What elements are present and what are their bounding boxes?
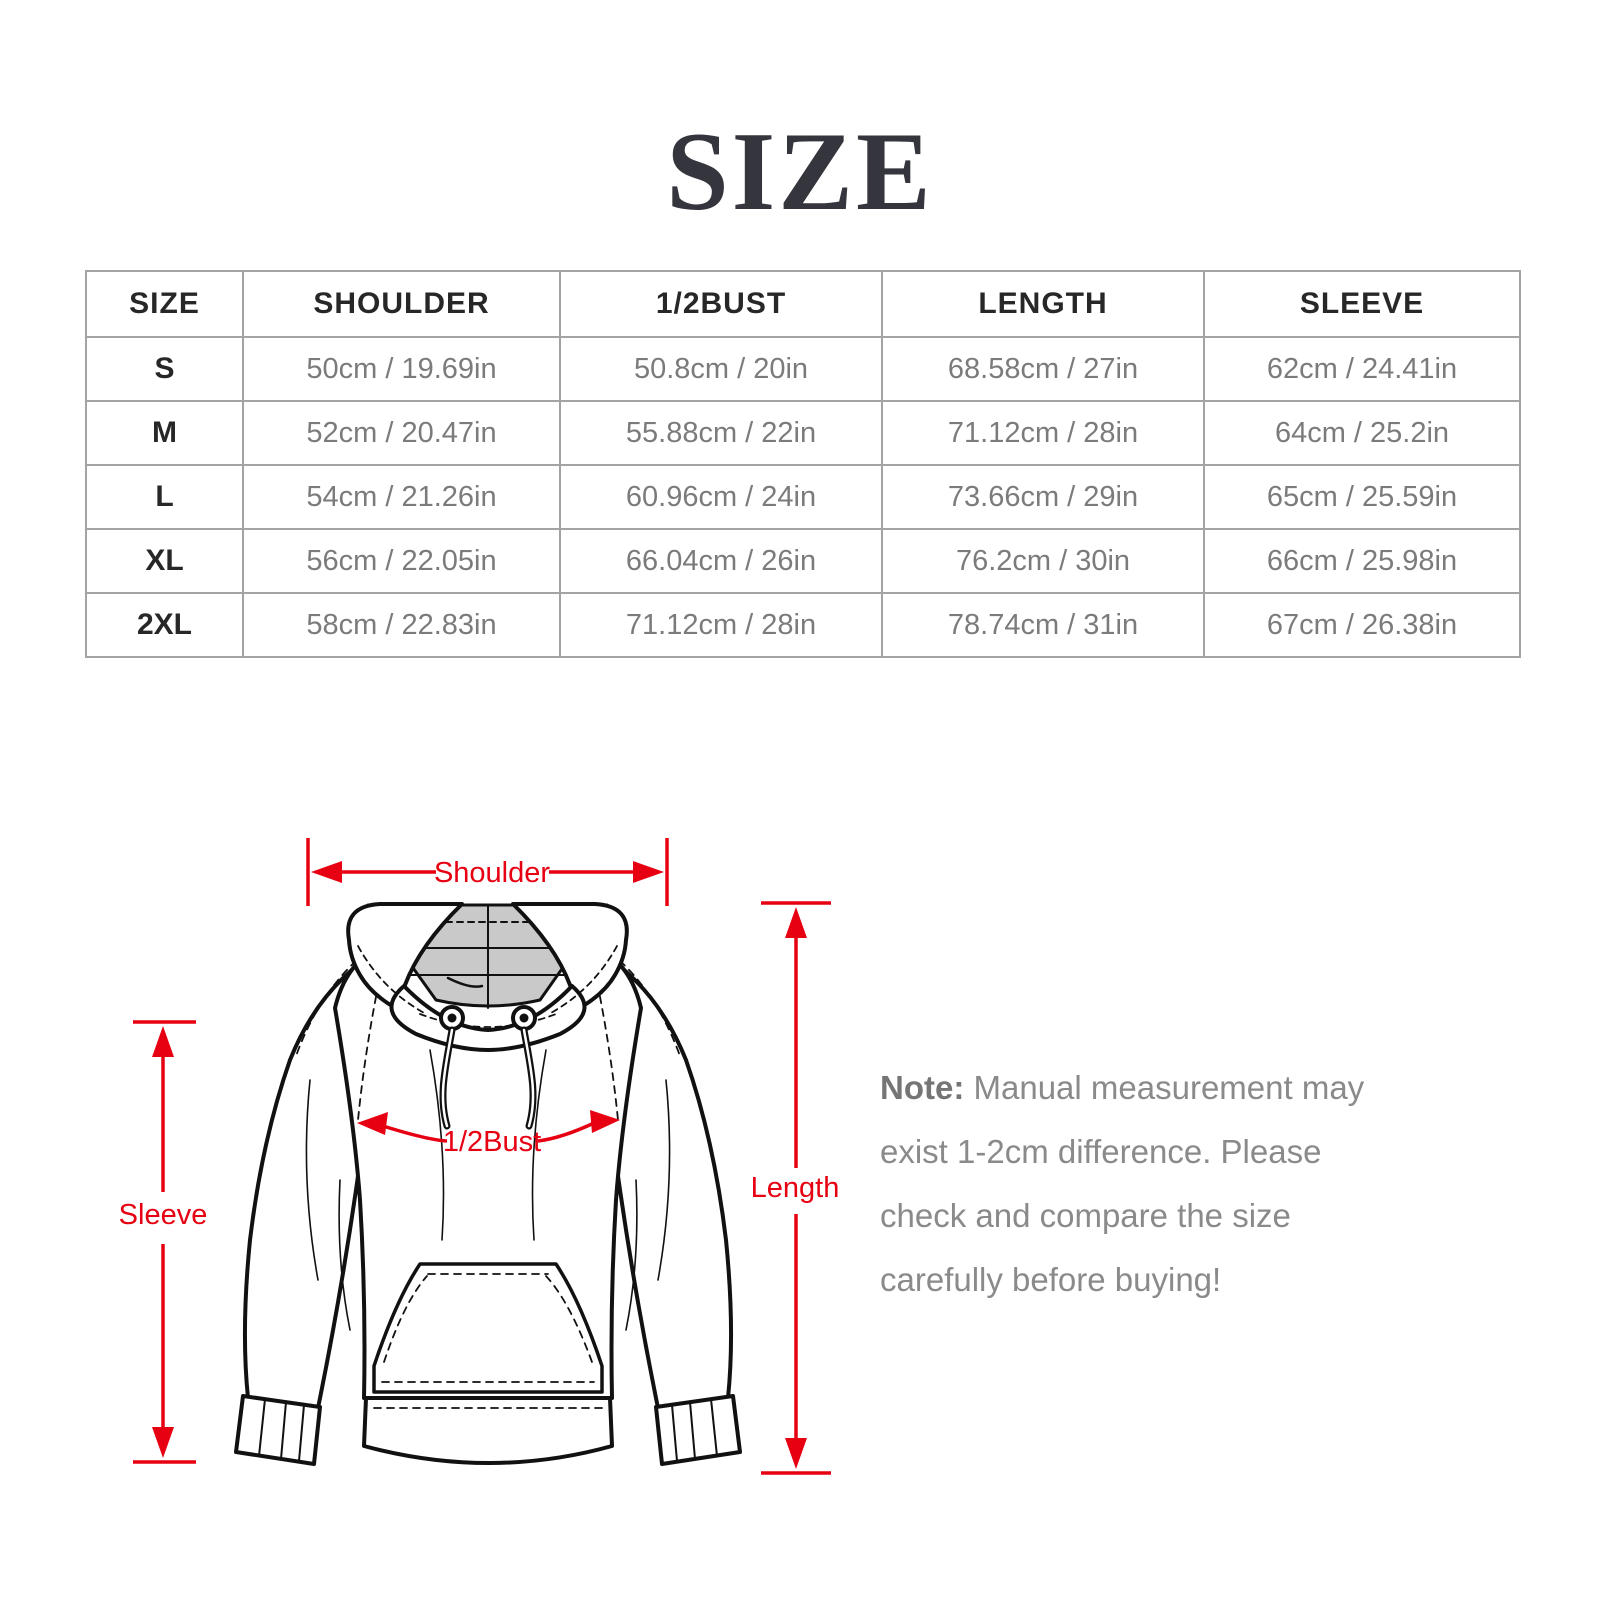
column-header-sleeve: SLEEVE <box>1203 270 1521 338</box>
shoulder-cell: 56cm / 22.05in <box>242 528 561 594</box>
measurement-arrows: Shoulder Sleeve 1/2Bust Length <box>119 838 840 1475</box>
size-cell: 2XL <box>85 592 244 658</box>
bust-cell: 55.88cm / 22in <box>559 400 883 466</box>
shoulder-cell: 54cm / 21.26in <box>242 464 561 530</box>
note-line: Note: Manual measurement may <box>880 1069 1365 1106</box>
page-title: SIZE <box>666 110 934 234</box>
size-table: SIZE SHOULDER 1/2BUST LENGTH SLEEVE S 50… <box>85 270 1521 658</box>
length-cell: 68.58cm / 27in <box>881 336 1205 402</box>
hood-front-drape <box>389 984 587 1052</box>
note-label: Note: <box>880 1069 965 1106</box>
sleeve-cell: 66cm / 25.98in <box>1203 528 1521 594</box>
length-cell: 78.74cm / 31in <box>881 592 1205 658</box>
left-cuff-ribs <box>258 1398 305 1462</box>
collar-accent <box>446 976 484 988</box>
length-cell: 76.2cm / 30in <box>881 528 1205 594</box>
sleeve-arrow: Sleeve <box>119 1020 208 1464</box>
shoulder-cell: 52cm / 20.47in <box>242 400 561 466</box>
table-row: S 50cm / 19.69in 50.8cm / 20in 68.58cm /… <box>85 336 1521 402</box>
bust-arrow: 1/2Bust <box>357 1110 620 1158</box>
hoodie-hem <box>362 1396 614 1465</box>
right-grommet-hole <box>519 1013 529 1023</box>
length-cell: 71.12cm / 28in <box>881 400 1205 466</box>
right-cuff-ribs <box>671 1398 718 1462</box>
collar-stitches <box>357 945 618 1028</box>
note-line: carefully before buying! <box>880 1261 1222 1298</box>
size-cell: L <box>85 464 244 530</box>
sleeve-cell: 65cm / 25.59in <box>1203 464 1521 530</box>
left-grommet-hole <box>447 1013 457 1023</box>
sleeve-cell: 67cm / 26.38in <box>1203 592 1521 658</box>
note-line: exist 1-2cm difference. Please <box>880 1133 1322 1170</box>
fold-lines <box>305 1049 671 1331</box>
table-row: M 52cm / 20.47in 55.88cm / 22in 71.12cm … <box>85 400 1521 466</box>
hoodie-drawing <box>234 902 742 1466</box>
length-arrow: Length <box>751 901 840 1475</box>
table-row: L 54cm / 21.26in 60.96cm / 24in 73.66cm … <box>85 464 1521 530</box>
sleeve-label: Sleeve <box>119 1199 208 1231</box>
shoulder-label: Shoulder <box>434 857 550 889</box>
shoulder-arrow: Shoulder <box>306 838 669 906</box>
size-cell: S <box>85 336 244 402</box>
hoodie-left-cuff <box>234 1394 322 1466</box>
shoulder-cell: 50cm / 19.69in <box>242 336 561 402</box>
drawstrings <box>439 1026 537 1130</box>
bust-cell: 60.96cm / 24in <box>559 464 883 530</box>
note-line: check and compare the size <box>880 1197 1291 1234</box>
table-row: 2XL 58cm / 22.83in 71.12cm / 28in 78.74c… <box>85 592 1521 658</box>
bust-label: 1/2Bust <box>443 1126 541 1158</box>
bust-cell: 50.8cm / 20in <box>559 336 883 402</box>
hoodie-pocket <box>372 1262 604 1394</box>
size-cell: XL <box>85 528 244 594</box>
column-header-bust: 1/2BUST <box>559 270 883 338</box>
sleeve-cell: 64cm / 25.2in <box>1203 400 1521 466</box>
hoodie-right-cuff <box>654 1394 742 1466</box>
size-cell: M <box>85 400 244 466</box>
pocket-stitches <box>381 1273 595 1383</box>
table-header-row: SIZE SHOULDER 1/2BUST LENGTH SLEEVE <box>85 270 1521 338</box>
column-header-size: SIZE <box>85 270 244 338</box>
note-text: Note: Manual measurement may exist 1-2cm… <box>880 1056 1490 1312</box>
column-header-shoulder: SHOULDER <box>242 270 561 338</box>
table-row: XL 56cm / 22.05in 66.04cm / 26in 76.2cm … <box>85 528 1521 594</box>
length-label: Length <box>751 1172 840 1204</box>
shoulder-cell: 58cm / 22.83in <box>242 592 561 658</box>
bust-cell: 71.12cm / 28in <box>559 592 883 658</box>
bust-cell: 66.04cm / 26in <box>559 528 883 594</box>
sleeve-cell: 62cm / 24.41in <box>1203 336 1521 402</box>
column-header-length: LENGTH <box>881 270 1205 338</box>
length-cell: 73.66cm / 29in <box>881 464 1205 530</box>
